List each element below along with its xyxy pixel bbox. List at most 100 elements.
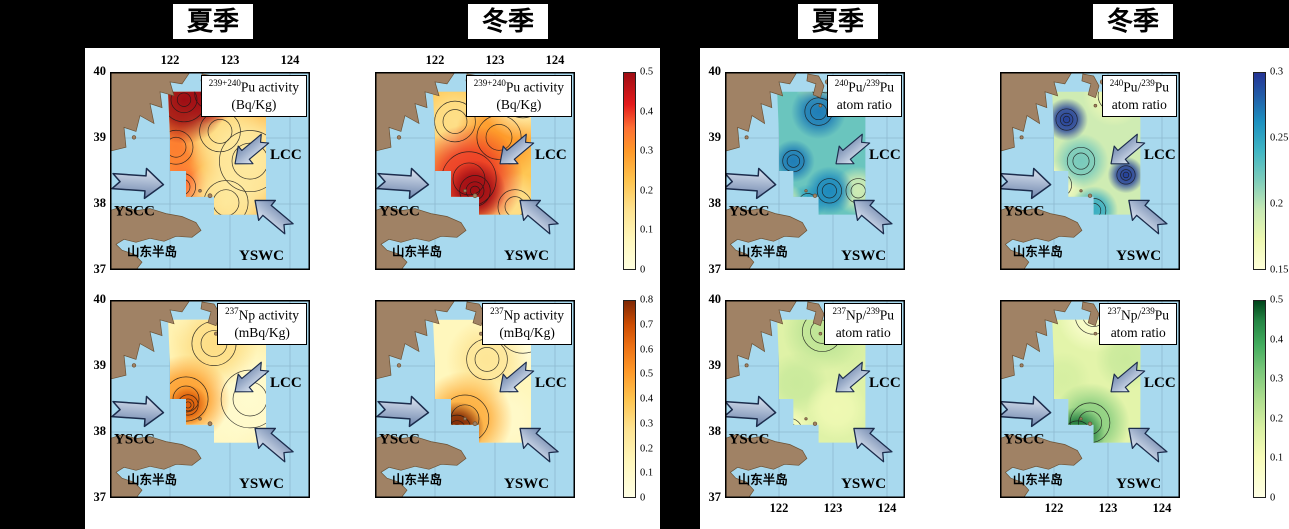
y-tick-label: 39 [708,358,722,372]
colorbar-tick-label: 0.4 [640,106,654,118]
yscc-label: YSCC [1004,432,1045,448]
map-canvas: YSCC LCC YSWC 山东半岛 [110,72,310,270]
contour-field [168,319,266,443]
legend-units: atom ratio [1110,325,1166,341]
lcc-label: LCC [1144,375,1176,391]
yscc-current-arrow-icon [376,167,430,200]
land-northwest-coast [725,72,798,152]
x-tick-label: 124 [877,501,897,515]
lcc-current-arrow-icon [234,133,270,165]
colorbar-tick-label: 0.6 [640,344,654,355]
colorbar-tick-label: 0.1 [1270,452,1284,464]
map-frame [725,72,905,270]
island [818,331,823,336]
y-tick-label: 40 [708,64,722,78]
y-tick-label: 37 [93,262,107,276]
panel-atom-ratio-maps: YSCC LCC YSWC 山东半岛 240Pu/239Pu atom ratio… [700,48,1289,529]
legend-units: atom ratio [1111,97,1167,113]
yscc-label: YSCC [729,432,770,448]
land-shandong-peninsula [110,206,202,270]
land-hook-peninsula [806,301,825,327]
land-shandong-peninsula [110,434,202,498]
map-legend-title: 240Pu/239Pu atom ratio [1101,75,1177,117]
map-frame [725,300,905,498]
colorbar-labels: 0.5 0.4 0.3 0.2 0.1 0 [1253,295,1289,504]
y-tick-label: 40 [708,292,722,306]
legend-units: atom ratio [835,325,891,341]
map-np-ratio-winter: YSCC LCC YSWC 山东半岛 237Np/239Pu atom ratio… [1000,300,1180,514]
colorbar-tick-label: 0 [1270,492,1276,504]
land-shandong-peninsula [725,206,808,270]
y-tick-label: 37 [708,262,722,276]
land-shandong-peninsula [375,206,467,270]
land-northwest-coast [110,300,191,380]
column-title-ratio-summer: 夏季 [797,4,879,40]
land-shandong-peninsula [1000,434,1083,498]
lcc-current-arrow-icon [835,361,871,393]
colorbar-tick-label: 0.2 [640,443,654,454]
land-northwest-coast [375,300,456,380]
x-tick-label: 124 [1152,501,1172,515]
colorbar-pu_activity: 0.5 0.4 0.3 0.2 0.1 0 [623,67,669,276]
colorbar-np_ratio: 0.5 0.4 0.3 0.2 0.1 0 [1253,295,1289,504]
colorbar-tick-label: 0.8 [640,294,654,306]
shandong-peninsula-label: 山东半岛 [392,472,442,487]
map-legend-title: 237Np/239Pu atom ratio [824,303,902,345]
yswc-current-arrow-icon [519,427,559,463]
island [1019,135,1024,140]
yscc-label: YSCC [114,204,155,220]
colorbar-gradient [623,300,636,498]
island [804,189,808,193]
lcc-current-arrow-icon [1110,133,1146,165]
current-labels: YSCC LCC YSWC 山东半岛 [1004,375,1176,492]
legend-variable: 240Pu/239Pu [834,78,894,95]
island [804,417,808,421]
island [1087,193,1093,198]
colorbar-tick-label: 0.3 [1270,66,1284,78]
lcc-label: LCC [535,147,567,163]
map-canvas: YSCC LCC YSWC 山东半岛 [375,300,575,498]
island [1019,363,1024,368]
y-tick-label: 38 [93,196,107,210]
legend-variable: 237Np activity [225,306,299,323]
land-shandong-peninsula [375,434,467,498]
colorbar-tick-label: 0.4 [1270,334,1284,346]
yscc-label: YSCC [729,204,770,220]
colorbar-gradient [1253,72,1266,270]
lcc-current-arrow-icon [234,361,270,393]
yswc-label: YSWC [1116,476,1161,492]
y-tick-label: 39 [708,130,722,144]
land-shandong-peninsula [1000,206,1083,270]
island [396,135,402,140]
land-hook-peninsula [200,301,221,327]
land-hook-peninsula [1081,73,1100,99]
current-labels: YSCC LCC YSWC 山东半岛 [379,375,567,492]
colorbar-labels: 0.3 0.25 0.2 0.15 [1253,67,1289,276]
colorbar-tick-label: 0 [640,492,646,504]
x-tick-label: 124 [280,53,300,67]
yscc-current-arrow-icon [1000,395,1052,428]
colorbar-tick-label: 0.15 [1270,264,1289,276]
map-legend-title: 237Np/239Pu atom ratio [1099,303,1177,345]
y-tick-label: 38 [708,424,722,438]
island [207,421,213,427]
shandong-peninsula-label: 山东半岛 [127,244,177,259]
y-tick-label: 39 [93,358,107,372]
land-hook-peninsula [465,301,486,327]
map-frame [1000,72,1180,270]
legend-units: (Bq/Kg) [231,97,277,113]
map-np-activity-winter: YSCC LCC YSWC 山东半岛 237Np activity (mBq/Kg… [375,300,575,498]
island [396,363,402,368]
colorbar-tick-label: 0.3 [640,145,654,157]
land [375,300,500,498]
legend-units: (Bq/Kg) [496,97,542,113]
lcc-current-arrow-icon [499,133,535,165]
y-tick-label: 38 [93,424,107,438]
legend-units: atom ratio [836,97,892,113]
land-hook-peninsula [1081,301,1100,327]
island [1079,189,1083,193]
colorbar-tick-label: 0.5 [1270,294,1284,306]
y-tick-label: 37 [93,490,107,504]
island [1079,417,1083,421]
